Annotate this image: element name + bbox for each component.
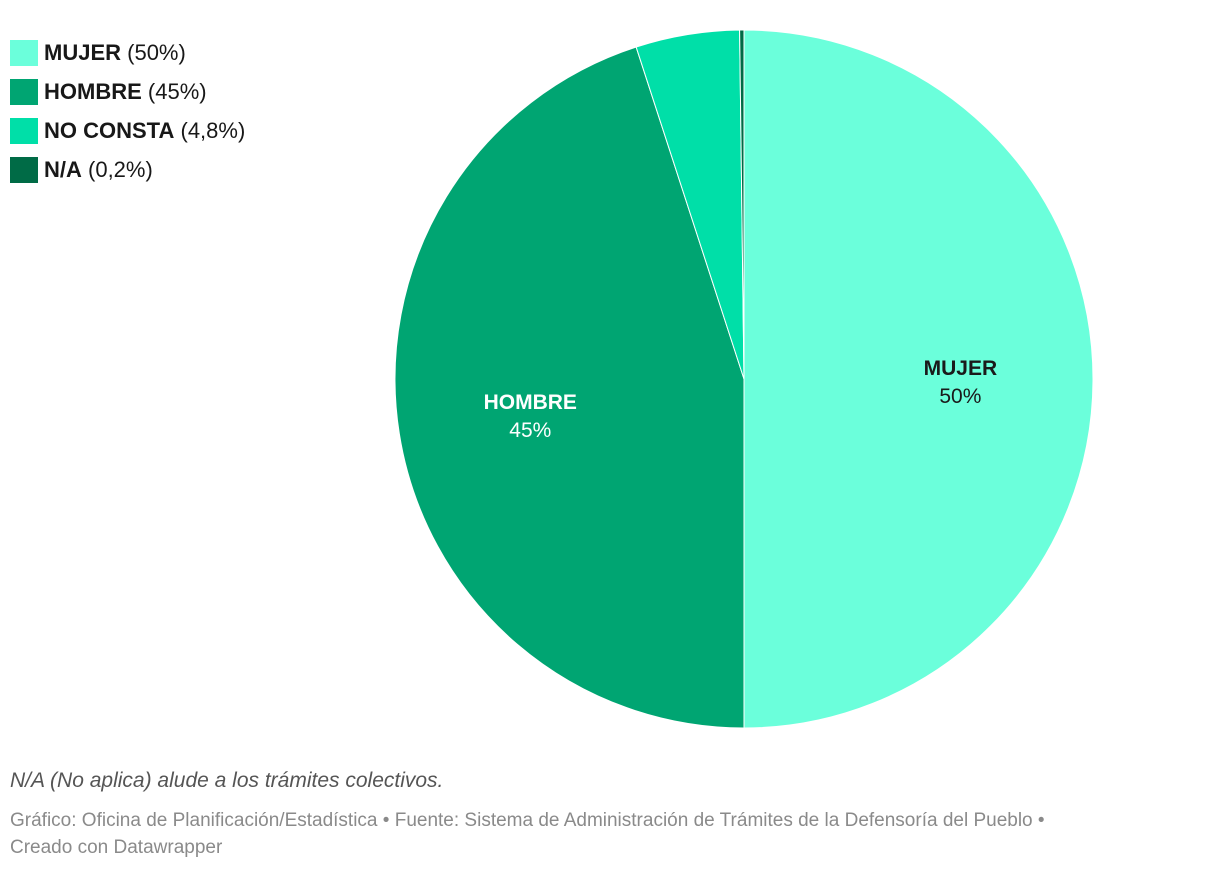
legend-text: N/A (0,2%) [44, 157, 153, 183]
legend-item: NO CONSTA (4,8%) [10, 118, 245, 144]
pie-chart: MUJER 50% HOMBRE 45% [394, 29, 1094, 729]
pie-slice [394, 46, 745, 729]
pie-slice [739, 29, 745, 380]
legend-swatch [10, 40, 38, 66]
slice-label: HOMBRE 45% [484, 391, 577, 442]
legend-item: HOMBRE (45%) [10, 79, 245, 105]
legend-value: (45%) [141, 79, 207, 104]
slice-label-name: MUJER [924, 357, 998, 380]
slice-label-value: 50% [939, 385, 981, 408]
legend-swatch [10, 79, 38, 105]
legend-text: HOMBRE (45%) [44, 79, 207, 105]
footer-created-with: Creado con Datawrapper [10, 837, 223, 858]
pie-slice [743, 29, 1094, 729]
chart-legend: MUJER (50%) HOMBRE (45%) NO CONSTA (4,8%) N… [10, 40, 245, 196]
legend-label: N/A [44, 157, 82, 182]
legend-label: NO CONSTA [44, 118, 175, 143]
chart-note: N/A (No aplica) alude a los trámites col… [10, 769, 444, 792]
slice-label: MUJER 50% [924, 357, 998, 408]
legend-value: (0,2%) [81, 157, 153, 182]
legend-swatch [10, 118, 38, 144]
slice-label-name: HOMBRE [484, 391, 577, 414]
legend-text: NO CONSTA (4,8%) [44, 118, 245, 144]
legend-text: MUJER (50%) [44, 40, 186, 66]
legend-label: MUJER [44, 40, 122, 65]
legend-value: (50%) [121, 40, 186, 65]
legend-label: HOMBRE [44, 79, 142, 104]
legend-item: N/A (0,2%) [10, 157, 245, 183]
legend-item: MUJER (50%) [10, 40, 245, 66]
footer-credits: Gráfico: Oficina de Planificación/Estadí… [10, 810, 1045, 831]
slice-label-value: 45% [509, 419, 551, 442]
legend-swatch [10, 157, 38, 183]
chart-footer: Gráfico: Oficina de Planificación/Estadí… [10, 807, 1210, 861]
legend-value: (4,8%) [174, 118, 246, 143]
